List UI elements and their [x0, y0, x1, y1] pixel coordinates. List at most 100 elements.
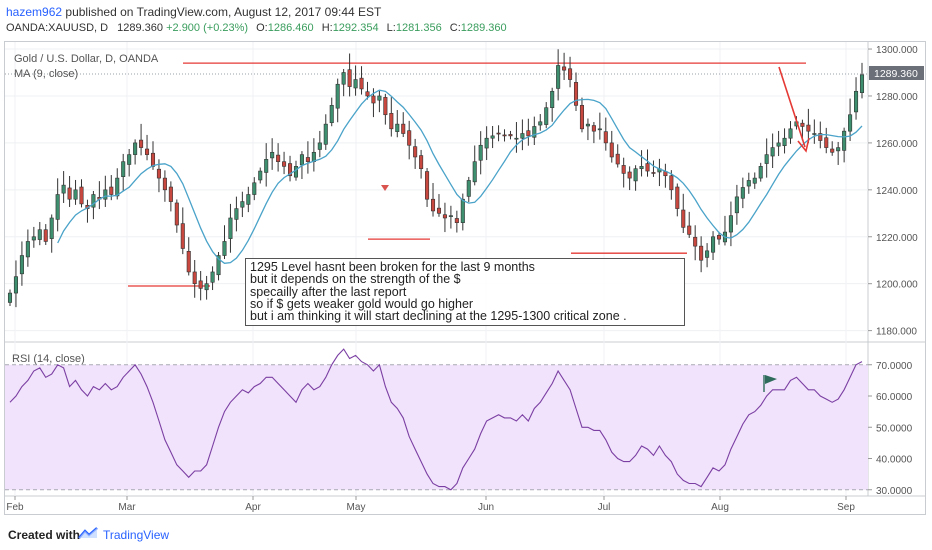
level-layer	[5, 62, 868, 287]
candle-body	[496, 132, 501, 135]
candle-body	[79, 186, 84, 205]
candle-body	[192, 271, 197, 284]
axis-layer: 1300.000 1280.000 1260.000 1240.000 1220.000…	[6, 45, 918, 513]
candle-body	[615, 153, 620, 165]
candle-body	[168, 186, 173, 202]
candle-body	[347, 69, 352, 87]
candle-body	[669, 175, 674, 191]
candle-body	[419, 155, 424, 170]
candle-body	[252, 182, 257, 195]
candle-body	[61, 184, 66, 194]
candle-body	[7, 292, 13, 303]
high-value: 1292.354	[332, 22, 379, 34]
price-tick-label: 1220.000	[876, 233, 918, 244]
forecast-arrow-line	[778, 66, 806, 148]
ma-legend-label: MA (9, close)	[14, 68, 78, 80]
price-tick-label: 1180.000	[876, 327, 917, 338]
candle-body	[705, 250, 710, 258]
candle-body	[520, 133, 525, 139]
candle-body	[174, 202, 179, 226]
candle-body	[270, 151, 275, 159]
rsi-tick-label: 40.0000	[876, 455, 913, 466]
candle-layer	[7, 49, 865, 308]
change-value: +2.900 (+0.23%)	[166, 22, 249, 34]
tradingview-logo-icon	[78, 527, 98, 539]
candle-body	[258, 170, 263, 181]
open-value: 1286.460	[267, 22, 314, 34]
candle-body	[186, 251, 191, 273]
symbol-label: OANDA:XAUUSD, D	[6, 22, 109, 34]
candle-body	[133, 142, 138, 155]
candle-body	[651, 172, 656, 174]
candle-body	[550, 90, 555, 109]
time-tick-label: Sep	[837, 502, 855, 513]
candle-body	[25, 241, 30, 258]
candle-body	[812, 133, 817, 135]
candle-body	[526, 130, 531, 137]
forecast-arrow-head-icon	[797, 137, 810, 153]
candle-body	[234, 208, 239, 220]
candle-body	[115, 177, 120, 197]
candle-body	[282, 161, 287, 167]
rsi-tick-label: 60.0000	[876, 392, 913, 403]
candle-body	[31, 236, 36, 241]
candle-body	[436, 207, 442, 214]
candle-body	[532, 126, 537, 138]
annotation-box[interactable]: 1295 Level hasnt been broken for the las…	[245, 258, 685, 326]
candle-body	[579, 105, 584, 130]
flag-icon	[765, 375, 777, 384]
author-link[interactable]: hazem962	[6, 5, 63, 19]
candle-body	[127, 154, 132, 165]
candle-body	[103, 189, 108, 200]
candle-body	[222, 241, 227, 256]
candle-body	[383, 97, 388, 116]
candle-body	[401, 123, 406, 134]
price-tick-label: 1300.000	[876, 45, 918, 56]
candle-body	[299, 154, 304, 166]
candle-body	[562, 66, 567, 71]
candle-body	[91, 194, 96, 208]
candle-body	[556, 65, 561, 89]
published-text: published on TradingView.com, August 12,…	[65, 5, 382, 19]
candle-body	[508, 134, 513, 137]
time-tick-label: Jul	[598, 502, 611, 513]
ohlc-line: OANDA:XAUUSD, D 1289.360 +2.900 (+0.23%)…	[6, 22, 512, 34]
candle-body	[180, 223, 185, 249]
candle-body	[425, 171, 430, 200]
candle-body	[752, 177, 757, 184]
candle-body	[764, 154, 769, 164]
rsi-tick-label: 30.0000	[876, 486, 913, 497]
candle-body	[365, 91, 370, 97]
candle-body	[430, 198, 436, 212]
rsi-pane-title: RSI (14, close)	[12, 353, 85, 365]
chart-header: hazem962 published on TradingView.com, A…	[0, 0, 932, 40]
candle-body	[627, 171, 632, 179]
tradingview-brand-link[interactable]: TradingView	[103, 528, 170, 542]
candle-body	[842, 130, 847, 151]
candle-body	[806, 124, 811, 132]
close-value: 1289.360	[460, 22, 507, 34]
time-tick-label: Jun	[478, 502, 494, 513]
candle-body	[746, 180, 751, 187]
candle-body	[454, 218, 459, 223]
price-tick-label: 1200.000	[876, 280, 918, 291]
time-tick-label: Aug	[711, 502, 729, 513]
candle-body	[359, 77, 364, 90]
high-label: H:	[321, 22, 333, 34]
candle-body	[830, 148, 835, 153]
candle-body	[854, 90, 859, 113]
chart-frame[interactable]	[4, 41, 926, 515]
candle-body	[591, 125, 596, 132]
candle-body	[323, 123, 328, 145]
candle-body	[645, 163, 650, 172]
publish-line: hazem962 published on TradingView.com, A…	[6, 5, 381, 19]
candle-body	[538, 121, 543, 126]
time-tick-label: Apr	[245, 502, 261, 513]
annotation-line-5: but i am thinking it will start declinin…	[250, 309, 627, 324]
candle-body	[109, 186, 114, 195]
candle-body	[162, 177, 167, 191]
candle-body	[276, 154, 281, 162]
candle-body	[734, 196, 739, 214]
candle-body	[407, 130, 412, 146]
